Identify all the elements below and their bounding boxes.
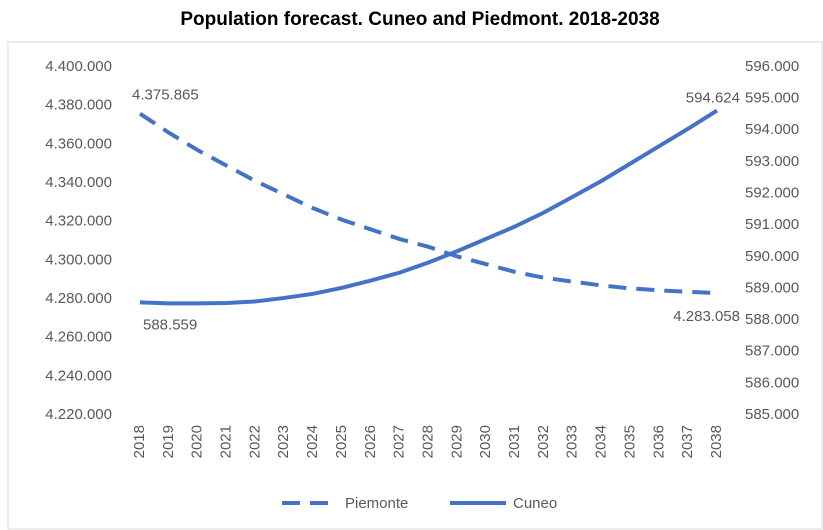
x-tick-label: 2026 [362,425,379,458]
y-tick-label: 4.340.000 [45,174,112,191]
legend-label: Piemonte [345,495,408,512]
y-tick-label: 4.220.000 [45,406,112,423]
data-label: 588.559 [143,316,197,333]
y2-tick-label: 585.000 [745,406,799,423]
y-tick-label: 4.280.000 [45,290,112,307]
x-tick-label: 2030 [477,425,494,458]
x-tick-label: 2023 [275,425,292,458]
x-tick-label: 2027 [391,425,408,458]
x-tick-label: 2029 [448,425,465,458]
x-tick-label: 2038 [708,425,725,458]
x-tick-label: 2019 [160,425,177,458]
line-series [138,111,718,296]
y2-tick-label: 588.000 [745,311,799,328]
y2-tick-label: 594.000 [745,121,799,138]
x-tick-label: 2024 [304,425,321,458]
x-tick-label: 2037 [679,425,696,458]
y-tick-label: 4.400.000 [45,58,112,75]
x-tick-label: 2021 [218,425,235,458]
y2-tick-label: 596.000 [745,58,799,75]
y2-tick-label: 589.000 [745,279,799,296]
x-tick-label: 2022 [246,425,263,458]
x-tick-label: 2033 [564,425,581,458]
line-series [139,108,719,306]
y-tick-label: 4.320.000 [45,213,112,230]
x-tick-label: 2034 [593,425,610,458]
x-tick-label: 2028 [419,425,436,458]
x-tick-label: 2036 [650,425,667,458]
x-tick-label: 2035 [621,425,638,458]
y2-tick-label: 593.000 [745,153,799,170]
data-label: 594.624 [686,90,740,107]
y2-tick-label: 586.000 [745,374,799,391]
data-label: 4.283.058 [673,308,740,325]
y2-tick-label: 587.000 [745,343,799,360]
y-tick-label: 4.380.000 [45,97,112,114]
y2-tick-label: 590.000 [745,248,799,265]
chart-title: Population forecast. Cuneo and Piedmont.… [180,9,659,30]
data-label: 4.375.865 [132,87,199,104]
x-tick-label: 2025 [333,425,350,458]
y-tick-label: 4.300.000 [45,251,112,268]
x-tick-label: 2031 [506,425,523,458]
chart-frame [7,41,823,530]
y2-tick-label: 595.000 [745,90,799,107]
y-tick-label: 4.240.000 [45,367,112,384]
y-tick-label: 4.260.000 [45,329,112,346]
x-tick-label: 2032 [535,425,552,458]
y2-tick-label: 592.000 [745,185,799,202]
y2-tick-label: 591.000 [745,216,799,233]
x-tick-label: 2018 [131,425,148,458]
x-tick-label: 2020 [189,425,206,458]
legend-label: Cuneo [513,495,557,512]
y-tick-label: 4.360.000 [45,135,112,152]
